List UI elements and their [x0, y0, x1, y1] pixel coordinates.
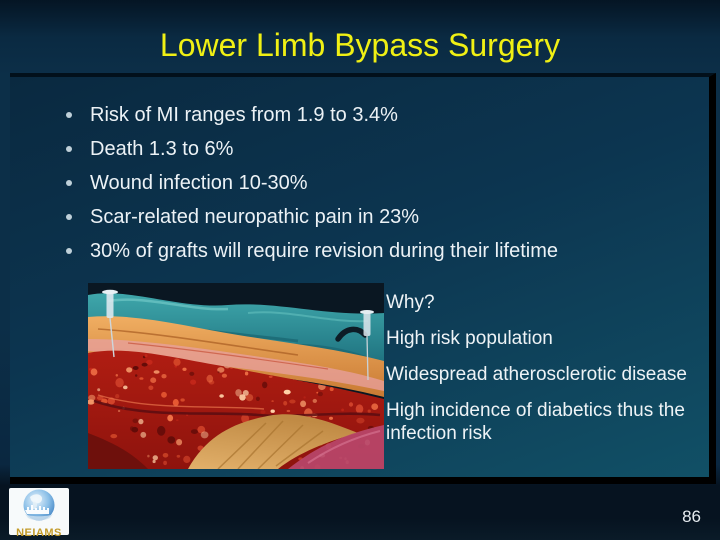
- bullet-dot-icon: [66, 180, 72, 186]
- page-title: Lower Limb Bypass Surgery: [159, 27, 561, 63]
- surgical-incision-photo: [88, 283, 384, 470]
- bullet-text: 30% of grafts will require revision duri…: [90, 240, 558, 262]
- side-text-line: High incidence of diabetics thus the inf…: [386, 400, 685, 444]
- bullet-list: Risk of MI ranges from 1.9 to 3.4% Death…: [10, 77, 709, 268]
- bullet-text: Risk of MI ranges from 1.9 to 3.4%: [90, 104, 398, 126]
- bullet-item: Scar-related neuropathic pain in 23%: [66, 200, 709, 234]
- side-text-block: Why? High risk population Widespread ath…: [386, 291, 689, 458]
- content-panel: Risk of MI ranges from 1.9 to 3.4% Death…: [10, 73, 716, 484]
- bullet-dot-icon: [66, 112, 72, 118]
- logo-text: NEIAMS: [16, 527, 62, 539]
- bullet-item: Death 1.3 to 6%: [66, 132, 709, 166]
- neiams-logo: NEIAMS: [9, 488, 69, 539]
- needle-icon: [102, 289, 118, 358]
- page-number: 86: [682, 507, 701, 526]
- bullet-text: Scar-related neuropathic pain in 23%: [90, 206, 420, 228]
- bullet-item: Risk of MI ranges from 1.9 to 3.4%: [66, 98, 709, 132]
- bullet-item: 30% of grafts will require revision duri…: [66, 234, 709, 268]
- side-text-line: High risk population: [386, 328, 553, 349]
- bullet-item: Wound infection 10-30%: [66, 166, 709, 200]
- globe-icon: [20, 488, 58, 528]
- side-text-line: Why?: [386, 292, 435, 313]
- bullet-dot-icon: [66, 214, 72, 220]
- bullet-text: Death 1.3 to 6%: [90, 138, 234, 160]
- bullet-dot-icon: [66, 248, 72, 254]
- bullet-text: Wound infection 10-30%: [90, 172, 308, 194]
- bullet-dot-icon: [66, 146, 72, 152]
- side-text-line: Widespread atherosclerotic disease: [386, 364, 687, 385]
- needle-icon: [335, 310, 374, 381]
